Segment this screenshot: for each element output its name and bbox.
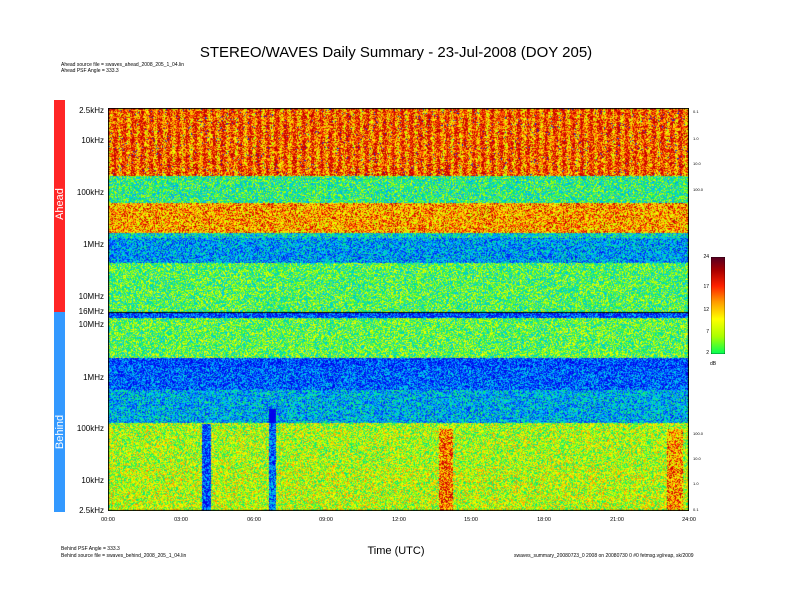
- ahead-ytick-label: 16MHz: [78, 307, 104, 316]
- right-tick-label: 100.0: [693, 431, 704, 436]
- xtick-label: 21:00: [610, 517, 624, 523]
- behind-ytick-label: 100kHz: [76, 424, 104, 433]
- xtick-label: 15:00: [464, 517, 478, 523]
- right-tick-label: 10.0: [693, 456, 701, 461]
- xtick-label: 18:00: [537, 517, 551, 523]
- behind-ytick-label: 1MHz: [83, 373, 104, 382]
- ahead-ytick-label: 2.5kHz: [79, 106, 104, 115]
- chart-title: STEREO/WAVES Daily Summary - 23-Jul-2008…: [199, 44, 593, 61]
- colorbar-tick-label: 7: [706, 329, 709, 335]
- behind-psf-note: Behind PSF Angle = 333.3: [61, 546, 120, 552]
- behind-ytick-label: 10MHz: [78, 320, 104, 329]
- right-tick-label: 100.0: [693, 187, 704, 192]
- ahead-panel-bar: Ahead: [54, 100, 66, 312]
- colorbar-gradient: [711, 257, 725, 354]
- xtick-label: 24:00: [682, 517, 696, 523]
- colorbar-tick-label: 12: [703, 307, 709, 313]
- xtick-label: 12:00: [392, 517, 406, 523]
- xtick-label: 03:00: [174, 517, 188, 523]
- xtick-label: 09:00: [319, 517, 333, 523]
- right-tick-label: 1.0: [693, 481, 699, 486]
- xtick-label: 06:00: [247, 517, 261, 523]
- colorbar: [711, 257, 725, 354]
- colorbar-tick-label: 17: [703, 284, 709, 290]
- xtick-label: 00:00: [101, 517, 115, 523]
- colorbar-tick-label: 2: [706, 350, 709, 356]
- x-axis-title: Time (UTC): [367, 545, 425, 557]
- ahead-source-note: Ahead source file = swaves_ahead_2008_20…: [61, 62, 185, 68]
- ahead-ytick-label: 100kHz: [76, 188, 104, 197]
- ahead-ytick-label: 10MHz: [78, 292, 104, 301]
- right-tick-label: 0.1: [693, 507, 699, 512]
- ahead-ytick-label: 1MHz: [83, 240, 104, 249]
- colorbar-unit: dB: [710, 361, 717, 367]
- behind-ytick-label: 10kHz: [81, 476, 104, 485]
- right-tick-label: 1.0: [693, 136, 699, 141]
- right-tick-label: 10.0: [693, 161, 701, 166]
- behind-panel-bar: Behind: [54, 312, 66, 512]
- behind-ytick-label: 2.5kHz: [79, 506, 104, 515]
- behind-source-note: Behind source file = swaves_behind_2008_…: [61, 553, 187, 559]
- colorbar-tick-label: 24: [703, 254, 709, 260]
- footer-note: swaves_summary_20080723_0 2008 on 200807…: [514, 553, 694, 559]
- spectrogram-plot: [108, 108, 689, 511]
- ahead-ytick-label: 10kHz: [81, 136, 104, 145]
- right-tick-label: 0.1: [693, 109, 699, 114]
- ahead-psf-note: Ahead PSF Angle = 333.3: [61, 68, 119, 74]
